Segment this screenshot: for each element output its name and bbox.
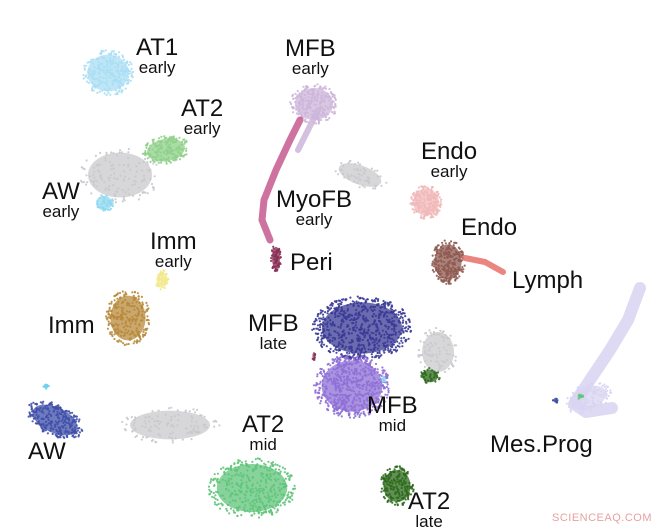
cluster-mes-prog-trail [568,282,646,418]
cluster-myofb-early-trail [258,116,304,244]
label-at2-late: AT2 late [408,488,451,530]
cluster-mfb-green-cap [420,367,441,384]
cluster-at2-early [141,135,188,165]
label-imm: Imm [48,312,95,339]
speck-mes-green [577,393,585,400]
label-mfb-mid: MFB mid [367,392,418,435]
cluster-mfb-early-trail [295,107,321,153]
cluster-mfb-early [289,83,337,125]
cluster-mfb-mid [312,354,390,419]
label-mfb-early: MFB early [285,35,336,78]
speck-peri-red [311,352,317,361]
cluster-lymph-trail [462,255,506,275]
speck-mes-blue [551,397,559,404]
cluster-at2-late [380,465,415,507]
label-peri: Peri [290,249,333,276]
cluster-imm-early [155,269,170,291]
cluster-endo-early [409,185,443,220]
label-aw-early: AW early [42,178,80,221]
cluster-aw-early [96,194,114,212]
cluster-peri [270,245,282,273]
cluster-mfb-late [311,295,413,361]
label-at2-mid: AT2 mid [242,411,285,454]
label-mes-prog: Mes.Prog [490,431,593,458]
cluster-at2-mid [207,457,297,519]
label-mfb-late: MFB late [248,310,299,353]
label-aw: AW [28,438,66,465]
label-myofb-early: MyoFB early [276,186,353,229]
speck-at1-blue [381,375,387,383]
gray-cells-endo-path [334,159,388,190]
label-endo-early: Endo early [421,138,478,181]
gray-cells-aw-early [79,147,158,204]
cluster-imm [105,290,151,347]
gray-cells-at2-mid [121,406,221,444]
label-at2-early: AT2 early [181,95,224,138]
label-lymph: Lymph [512,267,584,294]
cluster-aw [27,400,84,439]
watermark: SCIENCEAQ.COM [551,512,652,524]
gray-cells-mfb-right [417,326,458,378]
speck-aw-cyan [42,383,50,390]
label-imm-early: Imm early [150,228,197,271]
label-endo: Endo [461,214,518,241]
label-at1-early: AT1 early [136,34,179,77]
cluster-endo [431,239,466,285]
cluster-at1-early [82,49,135,96]
